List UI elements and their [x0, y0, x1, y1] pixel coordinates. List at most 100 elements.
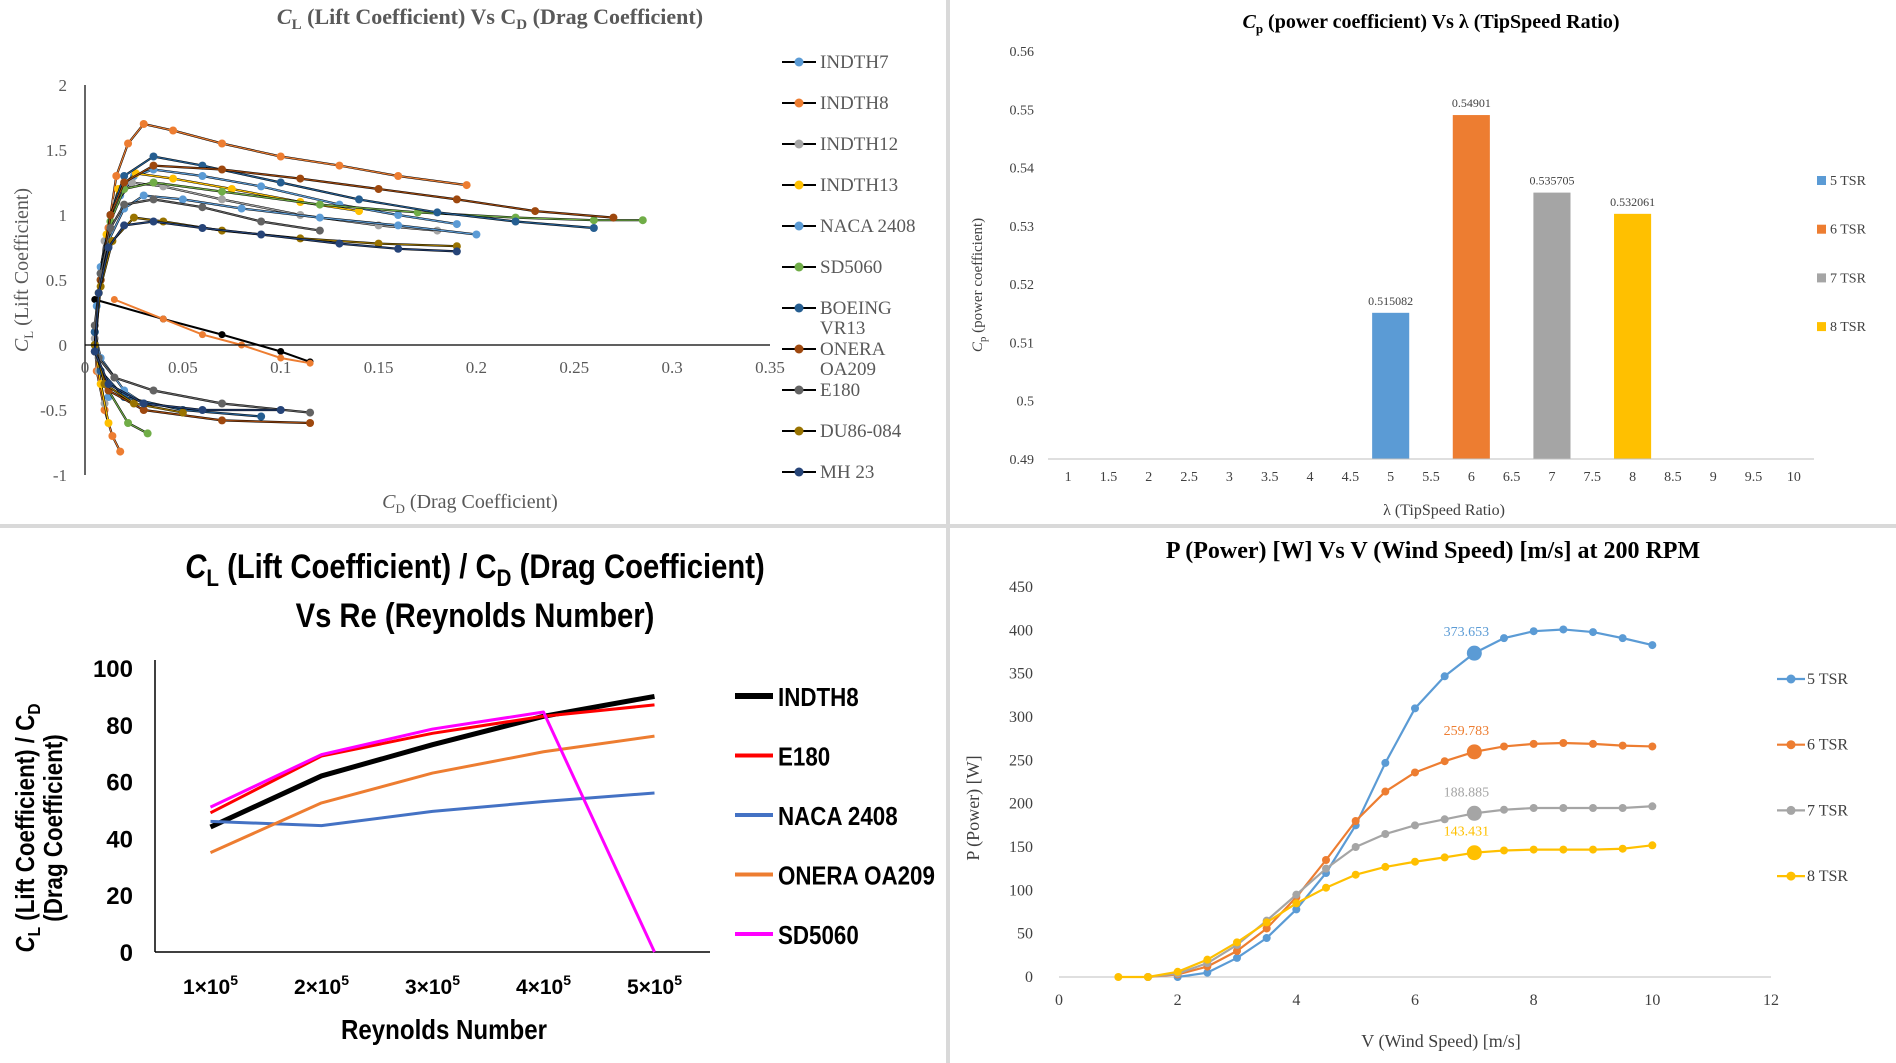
- chart1-data-point: [589, 224, 598, 232]
- chart1-data-point: [276, 178, 285, 187]
- chart2-x-tick: 2.5: [1180, 470, 1198, 485]
- chart4-ylabel: P (Power) [W]: [963, 755, 984, 860]
- chart1-data-point: [149, 217, 158, 226]
- chart1-y-tick: -1: [53, 466, 67, 485]
- chart4-data-point: [1381, 787, 1390, 796]
- chart1-data-point: [110, 373, 119, 382]
- chart2-x-tick: 3: [1226, 470, 1233, 485]
- chart4-data-point: [1440, 757, 1449, 766]
- chart1-data-point: [218, 139, 226, 148]
- chart1-data-point: [149, 386, 158, 395]
- chart3-series-line: [210, 791, 655, 828]
- chart1-data-point: [120, 178, 129, 187]
- chart1-data-point: [257, 182, 266, 191]
- chart3-legend-label: NACA 2408: [778, 802, 898, 831]
- chart1-extra-point: [306, 359, 314, 367]
- chart1-x-tick: 0.1: [270, 358, 291, 377]
- chart2-bar: [1452, 115, 1490, 459]
- chart3-series-line: [209, 703, 655, 815]
- chart4-data-point: [1618, 634, 1627, 643]
- chart1-series-color-line: [94, 123, 467, 452]
- chart4-y-tick: 300: [1009, 709, 1033, 726]
- chart1-extra-line: [113, 298, 311, 365]
- chart1-legend-marker: [794, 303, 804, 313]
- chart1-legend-marker: [794, 385, 804, 395]
- chart4-y-tick: 350: [1009, 666, 1033, 683]
- chart4-data-point: [1618, 804, 1627, 812]
- chart2-data-label: 0.535705: [1529, 174, 1574, 188]
- chart2-x-tick: 8.5: [1664, 470, 1682, 485]
- chart1-data-point: [374, 185, 383, 193]
- chart4-data-point: [1351, 843, 1360, 851]
- chart4-x-tick: 6: [1411, 992, 1419, 1009]
- chart4-data-point: [1322, 856, 1330, 864]
- chart4-data-point: [1292, 905, 1301, 914]
- chart2-x-tick: 2: [1145, 470, 1152, 485]
- chart4-data-point: [1262, 918, 1271, 927]
- chart1-data-point: [452, 247, 461, 256]
- chart4-x-tick: 12: [1763, 992, 1779, 1009]
- chart1-legend-marker: [794, 98, 804, 108]
- chart4-x-tick: 2: [1174, 992, 1182, 1009]
- cl-vs-cd-chart: CL (Lift Coefficient) Vs CD (Drag Coeffi…: [0, 0, 945, 524]
- chart4-data-point: [1292, 899, 1301, 908]
- chart2-y-tick: 0.54: [1010, 162, 1035, 177]
- chart1-series-color-line: [94, 220, 457, 411]
- chart2-x-tick: 9.5: [1745, 470, 1763, 485]
- chart1-x-tick: 0.15: [364, 358, 394, 377]
- chart1-legend-marker: [794, 57, 804, 67]
- chart1-data-point: [315, 213, 324, 222]
- chart1-data-point: [315, 200, 324, 209]
- chart1-data-point: [169, 174, 178, 183]
- chart4-data-point: [1233, 938, 1241, 947]
- chart1-data-point: [139, 191, 148, 200]
- chart4-data-point: [1322, 883, 1330, 892]
- chart4-data-point: [1173, 967, 1182, 976]
- chart1-x-tick: 0.2: [466, 358, 487, 377]
- cl-vs-cd-svg: CL (Lift Coefficient) Vs CD (Drag Coeffi…: [11, 4, 916, 516]
- chart4-data-point: [1203, 955, 1212, 964]
- chart1-x-tick: 0.25: [559, 358, 589, 377]
- chart2-y-tick: 0.5: [1017, 395, 1035, 410]
- chart2-bar: [1372, 312, 1410, 459]
- chart1-extra-point: [277, 348, 285, 355]
- chart4-data-point: [1500, 846, 1508, 855]
- chart3-y-tick: 60: [106, 770, 133, 797]
- chart1-y-tick: 0: [59, 336, 68, 355]
- chart3-series-line: [209, 693, 655, 830]
- chart4-legend-marker: [1786, 871, 1796, 881]
- chart1-x-tick: 0.05: [168, 358, 198, 377]
- chart1-data-point: [394, 211, 403, 219]
- chart3-legend-label: E180: [778, 743, 830, 772]
- chart1-series-color-line: [94, 172, 360, 424]
- chart1-legend-marker: [794, 467, 804, 477]
- cl-cd-ratio-vs-re-chart: CL (Lift Coefficient) / CD (Drag Coeffic…: [0, 528, 945, 1063]
- chart2-legend-swatch: [1817, 273, 1826, 283]
- chart3-series-line: [209, 734, 655, 854]
- power-vs-windspeed-chart: P (Power) [W] Vs V (Wind Speed) [m/s] at…: [951, 528, 1896, 1063]
- chart4-data-label: 188.885: [1444, 785, 1490, 800]
- chart1-data-point: [106, 224, 115, 232]
- chart1-extra-point: [110, 296, 118, 303]
- chart1-data-point: [120, 221, 129, 230]
- chart1-data-point: [198, 203, 207, 212]
- chart1-data-point: [124, 419, 133, 427]
- chart2-x-tick: 4.5: [1342, 470, 1360, 485]
- chart1-data-point: [104, 380, 113, 388]
- chart1-x-tick: 0: [81, 358, 90, 377]
- chart3-ylabel-line1: CL (Lift Coefficient) / CD: [11, 703, 44, 952]
- chart1-legend-marker: [794, 139, 804, 149]
- chart4-y-tick: 250: [1009, 752, 1033, 769]
- chart4-data-point: [1262, 924, 1271, 933]
- chart2-x-tick: 6.5: [1503, 470, 1521, 485]
- chart1-extra-point: [159, 315, 167, 323]
- chart4-data-point: [1529, 627, 1538, 636]
- chart2-x-tick: 1.5: [1100, 470, 1118, 485]
- chart1-data-point: [306, 419, 315, 427]
- chart1-data-point: [116, 447, 125, 456]
- chart4-x-tick: 4: [1292, 992, 1300, 1009]
- chart4-legend-marker: [1786, 740, 1796, 750]
- chart2-legend-swatch: [1817, 176, 1826, 185]
- panel-divider-horizontal: [0, 524, 1896, 528]
- chart2-data-label: 0.515082: [1368, 294, 1413, 308]
